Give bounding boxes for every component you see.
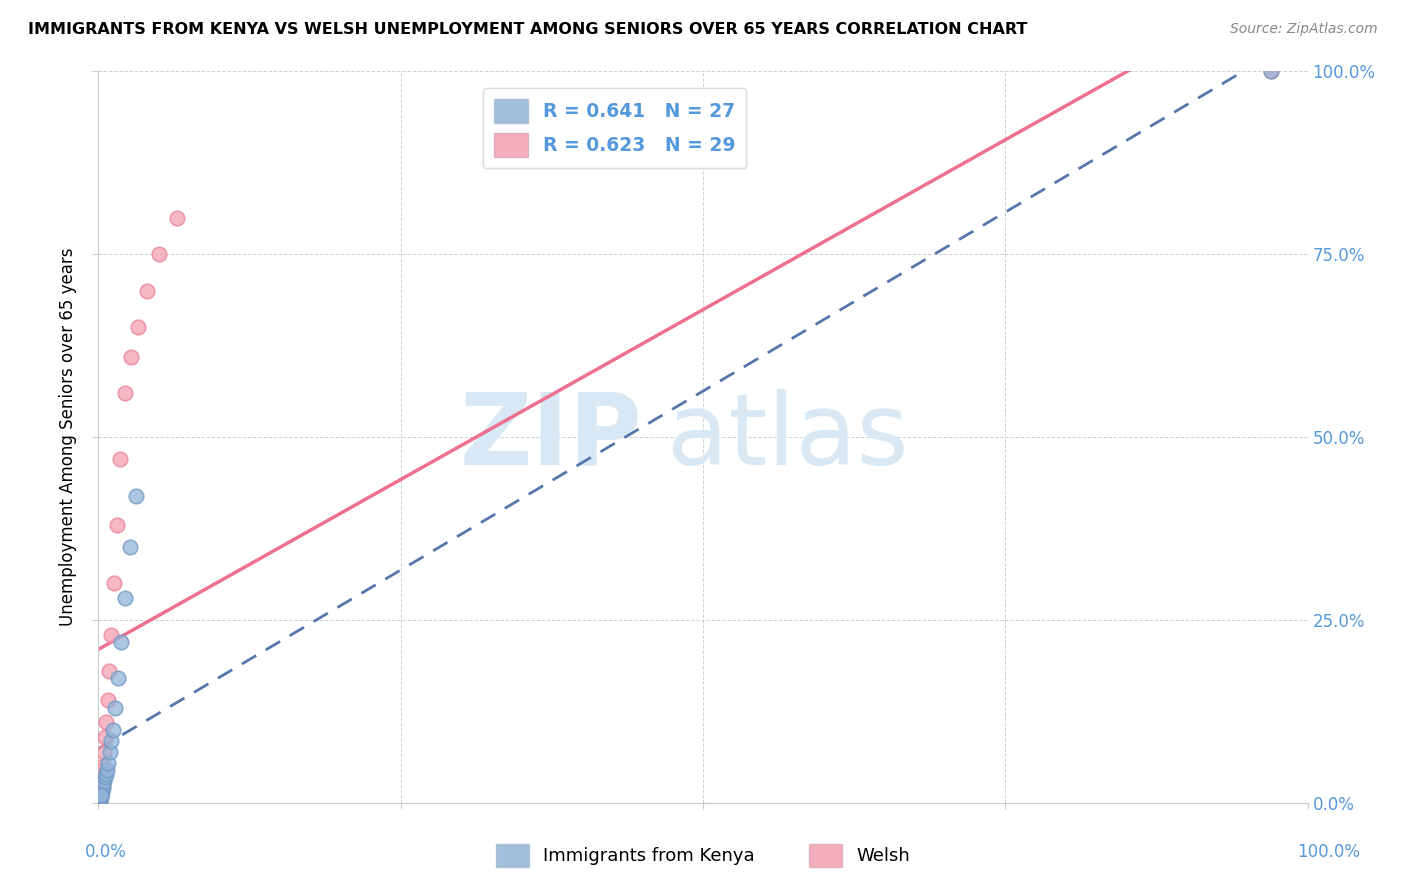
- Point: [1260, 64, 1282, 78]
- Point: [108, 452, 131, 467]
- Point: [90, 785, 112, 799]
- Point: [90, 789, 112, 804]
- Point: [90, 780, 112, 794]
- Point: [97, 756, 120, 770]
- Point: [90, 785, 112, 799]
- Point: [97, 693, 120, 707]
- Point: [93, 745, 115, 759]
- Point: [96, 763, 118, 777]
- Point: [89, 789, 111, 804]
- Text: IMMIGRANTS FROM KENYA VS WELSH UNEMPLOYMENT AMONG SENIORS OVER 65 YEARS CORRELAT: IMMIGRANTS FROM KENYA VS WELSH UNEMPLOYM…: [28, 22, 1028, 37]
- Point: [89, 787, 111, 801]
- Text: Source: ZipAtlas.com: Source: ZipAtlas.com: [1230, 22, 1378, 37]
- Point: [100, 733, 122, 747]
- Point: [94, 770, 117, 784]
- Point: [90, 788, 112, 802]
- Point: [118, 540, 141, 554]
- Point: [91, 773, 114, 788]
- Point: [127, 320, 149, 334]
- Point: [105, 517, 128, 532]
- Point: [89, 794, 111, 808]
- Text: ZIP: ZIP: [460, 389, 643, 485]
- Point: [101, 723, 124, 737]
- Point: [89, 794, 111, 808]
- Point: [90, 789, 112, 804]
- Point: [114, 591, 136, 605]
- Legend: Immigrants from Kenya, Welsh: Immigrants from Kenya, Welsh: [489, 837, 917, 874]
- Point: [96, 715, 118, 730]
- Point: [98, 745, 121, 759]
- Text: 0.0%: 0.0%: [84, 843, 127, 861]
- Point: [93, 763, 115, 777]
- Point: [1260, 64, 1282, 78]
- Point: [90, 782, 112, 797]
- Point: [89, 792, 111, 806]
- Point: [103, 576, 125, 591]
- Text: atlas: atlas: [666, 389, 908, 485]
- Text: 100.0%: 100.0%: [1298, 843, 1360, 861]
- Point: [104, 700, 127, 714]
- Point: [98, 664, 121, 678]
- Point: [107, 672, 129, 686]
- Point: [110, 635, 132, 649]
- Point: [89, 794, 111, 808]
- Point: [91, 781, 114, 796]
- Point: [114, 386, 136, 401]
- Point: [90, 787, 112, 801]
- Point: [94, 730, 117, 744]
- Point: [93, 773, 115, 788]
- Point: [125, 489, 148, 503]
- Point: [148, 247, 170, 261]
- Y-axis label: Unemployment Among Seniors over 65 years: Unemployment Among Seniors over 65 years: [59, 248, 77, 626]
- Point: [90, 789, 112, 804]
- Point: [166, 211, 188, 225]
- Point: [93, 778, 115, 792]
- Point: [90, 778, 112, 792]
- Point: [94, 766, 117, 780]
- Point: [89, 792, 111, 806]
- Point: [89, 793, 111, 807]
- Point: [120, 350, 142, 364]
- Point: [100, 627, 122, 641]
- Legend: R = 0.641   N = 27, R = 0.623   N = 29: R = 0.641 N = 27, R = 0.623 N = 29: [482, 88, 747, 168]
- Point: [91, 770, 114, 784]
- Point: [135, 284, 157, 298]
- Point: [89, 791, 111, 805]
- Point: [91, 759, 114, 773]
